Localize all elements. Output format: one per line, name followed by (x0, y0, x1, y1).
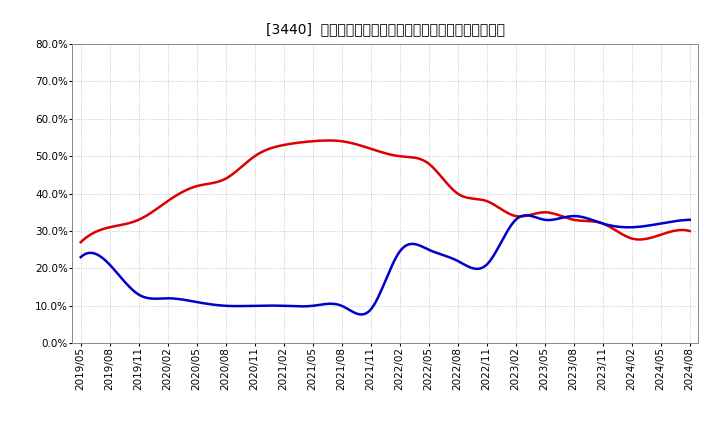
有利子負債 (357, 312, 366, 317)
現預金 (325, 138, 333, 143)
有利子負債 (632, 224, 641, 230)
現預金 (439, 176, 448, 182)
有利子負債 (594, 220, 603, 225)
有利子負債 (451, 257, 460, 263)
現預金 (592, 219, 600, 224)
有利子負債 (685, 217, 694, 222)
現預金 (78, 238, 87, 243)
現預金 (76, 239, 85, 245)
有利子負債 (78, 253, 87, 258)
現預金 (441, 179, 449, 184)
有利子負債 (441, 253, 449, 258)
有利子負債 (523, 213, 531, 218)
現預金 (685, 228, 694, 234)
Line: 現預金: 現預金 (81, 140, 690, 242)
現預金 (631, 237, 639, 242)
有利子負債 (76, 254, 85, 260)
Title: [3440]  現預金、有利子負債の総資産に対する比率の推移: [3440] 現預金、有利子負債の総資産に対する比率の推移 (266, 22, 505, 36)
現預金 (451, 189, 460, 194)
有利子負債 (439, 253, 448, 258)
Line: 有利子負債: 有利子負債 (81, 215, 690, 315)
